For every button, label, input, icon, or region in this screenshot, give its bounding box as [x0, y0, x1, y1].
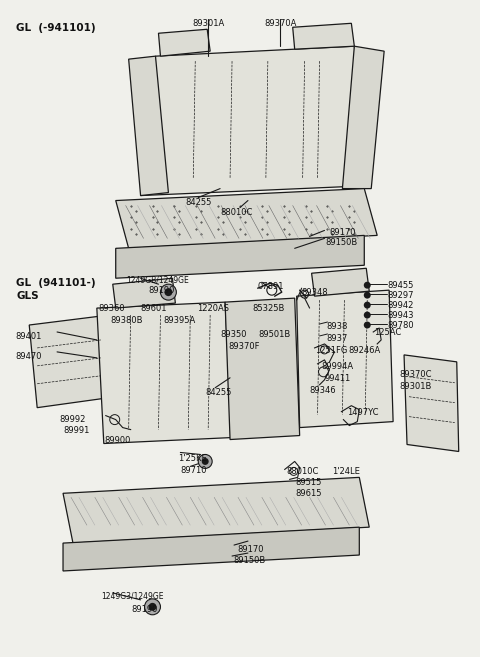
Circle shape [202, 458, 209, 465]
Text: 89501B: 89501B [258, 330, 290, 339]
Text: 89515: 89515 [296, 478, 322, 487]
Text: 89943: 89943 [387, 311, 414, 320]
Polygon shape [404, 355, 459, 451]
Text: 84255: 84255 [205, 388, 231, 397]
Text: 85325B: 85325B [252, 304, 284, 313]
Polygon shape [129, 56, 168, 196]
Text: 88010C: 88010C [220, 208, 252, 217]
Circle shape [364, 282, 371, 288]
Text: 89992: 89992 [59, 415, 85, 424]
Text: 89370A: 89370A [265, 19, 297, 28]
Text: 1251FG: 1251FG [315, 346, 348, 355]
Polygon shape [63, 527, 360, 571]
Text: 89246A: 89246A [348, 346, 381, 355]
Polygon shape [293, 23, 354, 49]
Text: 8938: 8938 [326, 322, 348, 331]
Polygon shape [342, 46, 384, 189]
Text: 8937: 8937 [326, 334, 348, 343]
Text: 89150B: 89150B [233, 556, 265, 565]
Text: 89710: 89710 [180, 466, 207, 476]
Text: 89900: 89900 [105, 436, 131, 445]
Text: 89942: 89942 [387, 301, 413, 310]
Polygon shape [116, 235, 364, 278]
Text: 89346: 89346 [310, 386, 336, 395]
Text: 89780: 89780 [387, 321, 414, 330]
Text: 89170: 89170 [237, 545, 264, 554]
Text: 125AC: 125AC [374, 328, 401, 337]
Circle shape [160, 284, 176, 300]
Circle shape [364, 292, 371, 299]
Text: 1497YC: 1497YC [348, 407, 379, 417]
Text: 89350: 89350 [220, 330, 247, 339]
Text: 1'25KE: 1'25KE [179, 455, 207, 463]
Polygon shape [158, 30, 210, 56]
Circle shape [144, 599, 160, 615]
Text: 89994A: 89994A [322, 362, 354, 371]
Polygon shape [141, 46, 369, 196]
Text: 89395A: 89395A [164, 316, 196, 325]
Polygon shape [312, 268, 369, 296]
Polygon shape [297, 290, 393, 428]
Circle shape [364, 321, 371, 328]
Text: 89360: 89360 [99, 304, 125, 313]
Circle shape [165, 288, 172, 296]
Text: 88010C: 88010C [287, 467, 319, 476]
Polygon shape [63, 478, 369, 543]
Text: GL  (941101-): GL (941101-) [16, 278, 96, 288]
Polygon shape [97, 302, 232, 443]
Polygon shape [29, 316, 109, 407]
Circle shape [364, 302, 371, 309]
Text: 89991: 89991 [63, 426, 89, 434]
Text: 89470: 89470 [15, 352, 42, 361]
Text: 89170: 89170 [329, 229, 356, 237]
Text: 89601: 89601 [141, 304, 167, 313]
Text: 89401: 89401 [15, 332, 42, 341]
Text: 07891: 07891 [258, 283, 284, 291]
Text: 89370F: 89370F [228, 342, 260, 351]
Text: 89455: 89455 [387, 281, 413, 290]
Text: 99411: 99411 [324, 374, 351, 383]
Text: 84255: 84255 [185, 198, 212, 206]
Text: 89150B: 89150B [325, 238, 358, 248]
Text: 89190: 89190 [132, 605, 158, 614]
Polygon shape [225, 298, 300, 440]
Text: 89370C: 89370C [399, 370, 432, 379]
Polygon shape [113, 278, 175, 308]
Polygon shape [116, 189, 377, 248]
Text: 89380B: 89380B [111, 316, 143, 325]
Text: 1249GB/1249GE: 1249GB/1249GE [127, 275, 190, 284]
Text: GLS: GLS [16, 291, 39, 301]
Text: 89348: 89348 [301, 288, 328, 297]
Text: 89301A: 89301A [192, 19, 225, 28]
Text: 1220AS: 1220AS [197, 304, 229, 313]
Text: 89190: 89190 [148, 286, 175, 295]
Circle shape [198, 455, 212, 468]
Text: 1'24LE: 1'24LE [333, 467, 360, 476]
Circle shape [148, 603, 156, 611]
Text: 89297: 89297 [387, 291, 414, 300]
Text: GL  (-941101): GL (-941101) [16, 23, 96, 34]
Text: 89301B: 89301B [399, 382, 432, 391]
Text: 89615: 89615 [296, 489, 322, 498]
Circle shape [364, 311, 371, 319]
Text: 1249G3/1249GE: 1249G3/1249GE [101, 592, 163, 601]
